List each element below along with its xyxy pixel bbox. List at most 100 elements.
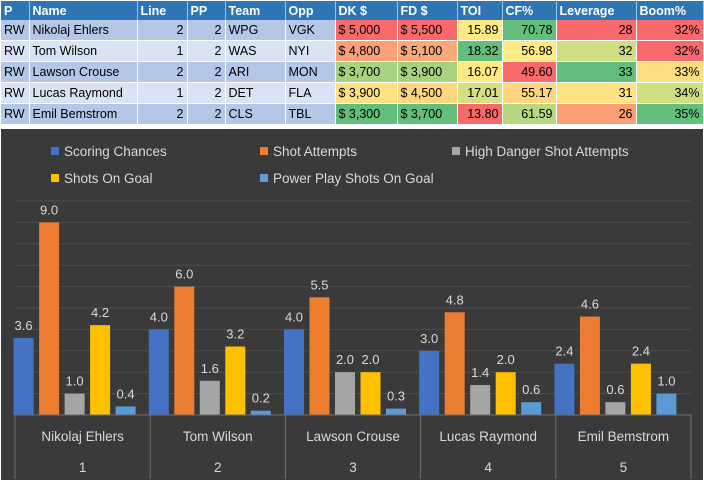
data-label: 4.8 bbox=[446, 292, 464, 307]
data-label: 3.6 bbox=[15, 318, 33, 333]
header-leverage[interactable]: Leverage bbox=[556, 1, 637, 20]
header-cf-pct[interactable]: CF% bbox=[502, 1, 557, 20]
bar-scoring-chances bbox=[419, 350, 440, 415]
cell-team: WAS bbox=[225, 40, 286, 62]
data-label: 3.0 bbox=[420, 331, 438, 346]
legend-swatch-3 bbox=[452, 147, 460, 155]
shot-stats-bar-chart: Scoring Chances Shot Attempts High Danger … bbox=[1, 129, 703, 480]
header-toi[interactable]: TOI bbox=[457, 1, 503, 20]
data-label: 1.0 bbox=[657, 374, 675, 389]
data-label: 0.4 bbox=[117, 386, 135, 401]
cell-position: RW bbox=[1, 103, 30, 125]
data-label: 4.6 bbox=[581, 297, 599, 312]
header-opp[interactable]: Opp bbox=[285, 1, 336, 20]
cell-line: 2 bbox=[137, 103, 188, 125]
bar-power-play-shots-on-goal bbox=[115, 406, 136, 415]
cell-position: RW bbox=[1, 61, 30, 83]
cell-opp: VGK bbox=[285, 20, 336, 41]
x-tick-label-name: Nikolaj Ehlers bbox=[41, 429, 124, 444]
header-fd-salary[interactable]: FD $ bbox=[397, 1, 458, 20]
legend-label-1: Scoring Chances bbox=[64, 144, 167, 159]
legend-swatch-1 bbox=[51, 147, 59, 155]
data-label: 2.0 bbox=[497, 352, 515, 367]
header-line[interactable]: Line bbox=[137, 1, 188, 20]
data-label: 2.4 bbox=[555, 344, 573, 359]
cell-pp: 2 bbox=[187, 82, 226, 104]
cell-dk-salary: $ 3,700 bbox=[335, 61, 398, 83]
data-label: 2.0 bbox=[361, 352, 379, 367]
bar-shot-attempts bbox=[579, 316, 600, 415]
table-row[interactable]: RW Nikolaj Ehlers 2 2 WPG VGK $ 5,000 $ 5,500 15… bbox=[1, 20, 704, 41]
bar-high-danger-shot-attempts bbox=[605, 402, 626, 415]
cell-team: CLS bbox=[225, 103, 286, 125]
bar-high-danger-shot-attempts bbox=[335, 372, 355, 415]
cell-leverage: 28 bbox=[556, 20, 637, 41]
cell-boom-pct: 32% bbox=[636, 20, 704, 41]
cell-pp: 2 bbox=[187, 40, 226, 62]
cell-name: Emil Bemstrom bbox=[29, 103, 138, 125]
cell-position: RW bbox=[1, 20, 30, 41]
cell-boom-pct: 35% bbox=[636, 103, 704, 125]
table-row[interactable]: RW Tom Wilson 1 2 WAS NYI $ 4,800 $ 5,100 18.32 5… bbox=[1, 40, 704, 62]
cell-name: Lawson Crouse bbox=[29, 61, 138, 83]
cell-leverage: 31 bbox=[556, 82, 637, 104]
cell-name: Nikolaj Ehlers bbox=[29, 20, 138, 41]
chart-background bbox=[1, 129, 703, 480]
bar-high-danger-shot-attempts bbox=[64, 393, 85, 415]
bar-power-play-shots-on-goal bbox=[521, 402, 542, 415]
data-label: 1.0 bbox=[66, 374, 84, 389]
bar-high-danger-shot-attempts bbox=[470, 385, 491, 415]
legend-swatch-2 bbox=[260, 147, 268, 155]
cell-line: 1 bbox=[137, 40, 188, 62]
table-body: RW Nikolaj Ehlers 2 2 WPG VGK $ 5,000 $ 5,500 15… bbox=[1, 20, 704, 125]
cell-leverage: 32 bbox=[556, 40, 637, 62]
bar-high-danger-shot-attempts bbox=[199, 380, 220, 415]
cell-leverage: 33 bbox=[556, 61, 637, 83]
table-row[interactable]: RW Lucas Raymond 1 2 DET FLA $ 3,900 $ 4,500 17.… bbox=[1, 82, 704, 104]
header-dk-salary[interactable]: DK $ bbox=[335, 1, 398, 20]
cell-boom-pct: 32% bbox=[636, 40, 704, 62]
cell-pp: 2 bbox=[187, 103, 226, 125]
bar-shots-on-goal bbox=[225, 346, 246, 415]
cell-position: RW bbox=[1, 40, 30, 62]
player-stats-table: P Name Line PP Team Opp DK $ FD $ TOI CF… bbox=[1, 1, 704, 125]
cell-opp: NYI bbox=[285, 40, 336, 62]
legend-label-3: High Danger Shot Attempts bbox=[465, 144, 629, 159]
header-team[interactable]: Team bbox=[225, 1, 286, 20]
bar-shot-attempts bbox=[174, 286, 195, 415]
cell-pp: 2 bbox=[187, 61, 226, 83]
data-label: 9.0 bbox=[40, 202, 58, 217]
cell-line: 1 bbox=[137, 82, 188, 104]
bar-shot-attempts bbox=[309, 297, 330, 415]
cell-fd-salary: $ 4,500 bbox=[397, 82, 458, 104]
cell-team: ARI bbox=[225, 61, 286, 83]
data-label: 5.5 bbox=[310, 277, 328, 292]
cell-team: WPG bbox=[225, 20, 286, 41]
bar-shots-on-goal bbox=[495, 372, 516, 415]
cell-dk-salary: $ 3,300 bbox=[335, 103, 398, 125]
table-row[interactable]: RW Lawson Crouse 2 2 ARI MON $ 3,700 $ 3,900 16.… bbox=[1, 61, 704, 83]
x-tick-label-index: 3 bbox=[349, 460, 357, 475]
x-tick-label-index: 4 bbox=[484, 460, 492, 475]
bar-shots-on-goal bbox=[630, 363, 651, 415]
cell-cf-pct: 70.78 bbox=[502, 20, 557, 41]
data-label: 4.0 bbox=[285, 309, 303, 324]
cell-boom-pct: 33% bbox=[636, 61, 704, 83]
cell-dk-salary: $ 5,000 bbox=[335, 20, 398, 41]
data-label: 1.4 bbox=[471, 365, 489, 380]
header-name[interactable]: Name bbox=[29, 1, 138, 20]
data-label: 0.3 bbox=[387, 389, 405, 404]
cell-team: DET bbox=[225, 82, 286, 104]
header-position[interactable]: P bbox=[1, 1, 30, 20]
header-boom-pct[interactable]: Boom% bbox=[636, 1, 704, 20]
table-row[interactable]: RW Emil Bemstrom 2 2 CLS TBL $ 3,300 $ 3,700 13.… bbox=[1, 103, 704, 125]
bar-shots-on-goal bbox=[360, 372, 381, 415]
cell-cf-pct: 55.17 bbox=[502, 82, 557, 104]
cell-toi: 18.32 bbox=[457, 40, 503, 62]
legend-label-5: Power Play Shots On Goal bbox=[273, 171, 434, 186]
header-pp[interactable]: PP bbox=[187, 1, 226, 20]
x-tick-label-name: Lucas Raymond bbox=[439, 429, 537, 444]
data-label: 2.0 bbox=[336, 352, 354, 367]
data-label: 3.2 bbox=[226, 327, 244, 342]
x-tick-label-index: 5 bbox=[620, 460, 628, 475]
